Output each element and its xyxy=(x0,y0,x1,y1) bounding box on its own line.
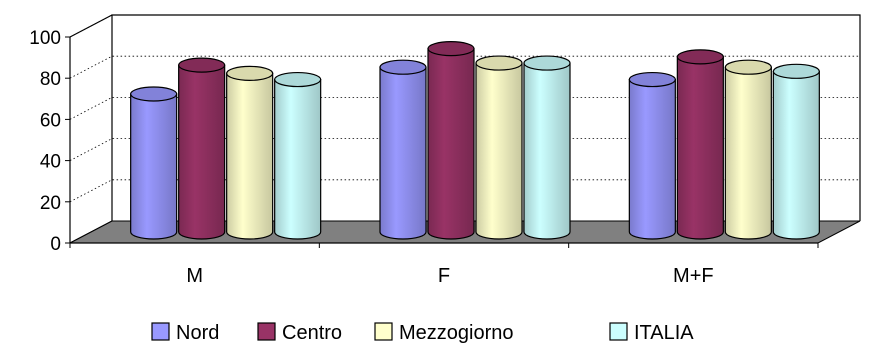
legend-swatch xyxy=(609,322,628,341)
bar-centro-mplusf xyxy=(676,49,724,240)
y-tick-label: 100 xyxy=(29,28,61,49)
axes xyxy=(65,36,819,248)
legend-item-italia: ITALIA xyxy=(609,322,694,344)
bar-mezzogiorno-f xyxy=(475,55,523,240)
bar-centro-f xyxy=(427,41,475,240)
y-tick-label: 0 xyxy=(50,234,61,255)
legend-swatch xyxy=(257,322,276,341)
legend-label: Centro xyxy=(282,322,342,344)
bar-italia-m xyxy=(274,71,322,240)
x-category-label: F xyxy=(438,265,450,287)
legend-label: Nord xyxy=(176,322,219,344)
y-tick-label: 20 xyxy=(40,193,61,214)
bar-mezzogiorno-m xyxy=(226,65,274,240)
legend-item-nord: Nord xyxy=(151,322,219,344)
x-category-label: M+F xyxy=(673,265,714,287)
y-tick-label: 60 xyxy=(40,110,61,131)
bars xyxy=(130,41,820,240)
x-category-label: M xyxy=(186,265,203,287)
y-tick-labels: 0 20 40 60 80 100 xyxy=(29,28,61,255)
legend-item-mezzogiorno: Mezzogiorno xyxy=(374,322,514,344)
y-tick-label: 80 xyxy=(40,69,61,90)
bar-nord-mplusf xyxy=(628,71,676,240)
bar-mezzogiorno-mplusf xyxy=(724,59,772,240)
bar-italia-f xyxy=(523,55,571,240)
bar-italia-mplusf xyxy=(772,63,820,240)
bar-nord-m xyxy=(130,86,178,240)
bar-centro-m xyxy=(178,57,226,240)
legend: Nord Centro Mezzogiorno ITALIA xyxy=(151,322,694,344)
gridline xyxy=(69,14,860,38)
legend-label: ITALIA xyxy=(634,322,694,344)
legend-label: Mezzogiorno xyxy=(399,322,514,344)
x-category-labels: M F M+F xyxy=(186,265,713,287)
legend-swatch xyxy=(374,322,393,341)
legend-swatch xyxy=(151,322,170,341)
side-wall-edge xyxy=(69,14,113,38)
bar-nord-f xyxy=(379,59,427,240)
y-tick-label: 40 xyxy=(40,152,61,173)
legend-item-centro: Centro xyxy=(257,322,342,344)
